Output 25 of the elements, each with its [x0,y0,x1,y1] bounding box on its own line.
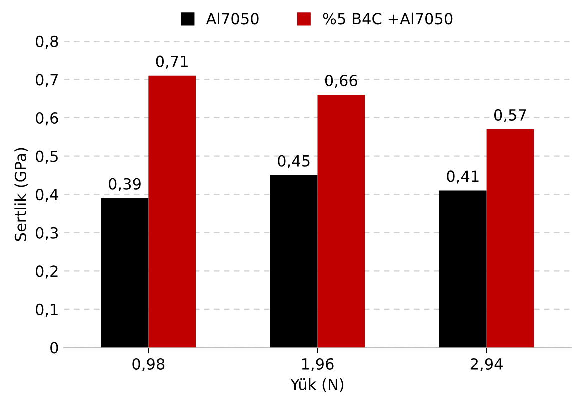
x-tick-label: 2,94 [470,358,503,372]
y-tick-label: 0,1 [36,304,58,318]
y-tick-label: 0 [50,342,58,354]
data-label: 0,45 [278,155,310,168]
y-tick-label: 0,8 [36,36,58,49]
data-label: 0,41 [447,170,479,184]
data-label: 0,39 [108,178,141,192]
y-tick-label: 0,7 [36,74,58,88]
bar [318,95,366,348]
data-label: 0,66 [325,74,358,88]
legend-label: Al7050 [206,12,259,25]
y-tick-label: 0,5 [36,150,58,164]
y-axis-title: Sertlik (GPa) [14,148,28,242]
legend-label: %5 B4C +Al7050 [323,12,453,25]
data-label: 0,71 [156,56,188,69]
y-tick-label: 0,3 [36,227,58,240]
y-tick-label: 0,2 [36,266,58,279]
bar [148,76,196,348]
x-tick-label: 0,98 [132,358,165,372]
y-tick-label: 0,4 [36,189,58,202]
y-tick-label: 0,6 [36,112,58,126]
bar [486,129,534,348]
x-tick-label: 1,96 [302,358,334,372]
x-axis-title: Yük (N) [290,378,344,392]
data-label: 0,57 [494,109,526,123]
